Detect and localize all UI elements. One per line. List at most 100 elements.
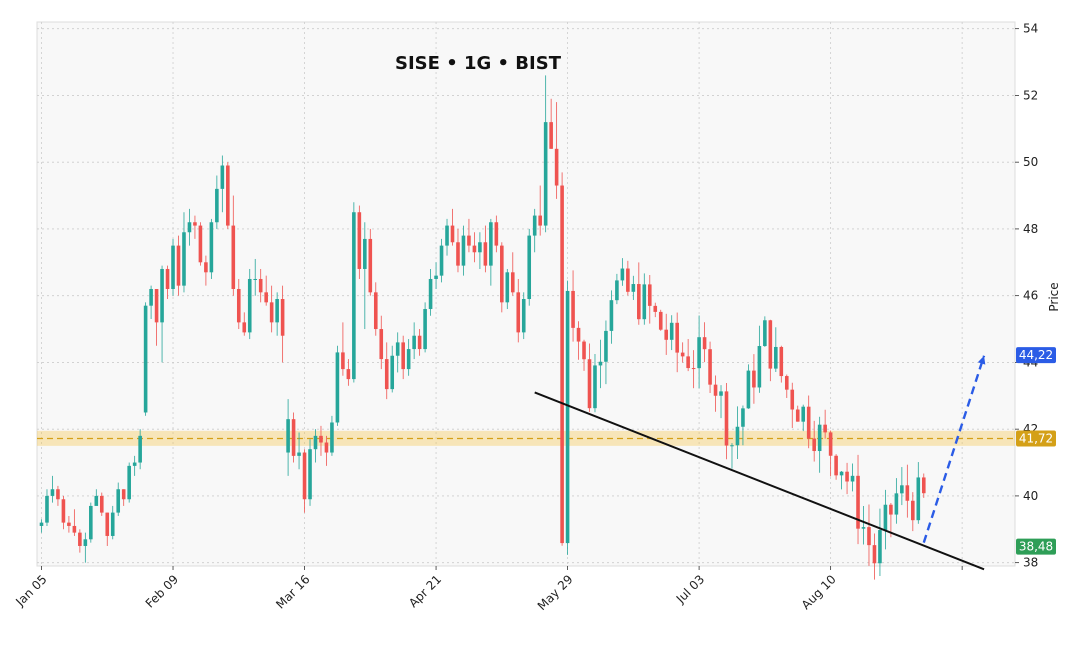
candle-body <box>39 522 44 526</box>
candle-body <box>105 512 110 536</box>
candle-body <box>883 504 888 531</box>
candle-body <box>510 272 515 293</box>
candle-body <box>817 424 822 452</box>
candle-body <box>165 268 170 289</box>
candle-body <box>598 361 603 366</box>
price-badge-label: 41,72 <box>1019 432 1053 446</box>
candle-body <box>247 278 252 333</box>
price-badge <box>1016 538 1056 555</box>
candle-body <box>269 302 274 323</box>
candle-body <box>702 337 707 350</box>
candle-body <box>554 148 559 186</box>
x-tick-label: Jan 05 <box>12 572 49 609</box>
candle-body <box>483 242 488 266</box>
candle-body <box>900 485 904 494</box>
candle-body <box>379 329 384 360</box>
candle-body <box>543 122 548 226</box>
candle-body <box>412 335 416 350</box>
candle-body <box>226 165 230 226</box>
candle-body <box>450 225 455 243</box>
trendline <box>534 391 985 571</box>
candle-body <box>313 435 318 450</box>
candle-body <box>417 335 422 350</box>
candle-body <box>680 352 685 357</box>
price-badge-label: 44,22 <box>1019 348 1053 362</box>
candle-body <box>198 225 203 263</box>
candle-body <box>297 452 301 456</box>
candle-body <box>138 435 142 463</box>
candle-body <box>291 419 296 456</box>
plot-background <box>36 21 1016 567</box>
y-tick-label: 40 <box>1023 489 1038 503</box>
candle-body <box>160 268 164 323</box>
candle-body <box>889 504 893 515</box>
candle-body <box>461 235 466 266</box>
x-tick-label: Feb 09 <box>143 572 181 610</box>
candle-body <box>264 292 268 303</box>
candle-body <box>669 322 674 340</box>
candle-body <box>774 346 778 369</box>
candle-body <box>779 346 784 377</box>
candle-body <box>549 122 553 149</box>
candle-body <box>83 539 88 546</box>
candle-body <box>236 288 241 323</box>
candle-body <box>384 359 389 390</box>
price-badge <box>1016 430 1056 447</box>
candle-body <box>768 320 773 369</box>
candle-body <box>521 299 526 333</box>
candle-body <box>615 280 619 301</box>
candle-body <box>647 284 652 306</box>
candle-body <box>664 329 669 340</box>
candle-body <box>67 522 71 526</box>
candle-body <box>423 309 427 350</box>
candle-body <box>330 422 334 453</box>
candle-body <box>724 391 729 446</box>
candle-body <box>275 299 279 323</box>
candle-body <box>730 445 734 447</box>
candle-body <box>532 215 537 236</box>
candle-body <box>308 449 312 500</box>
candle-body <box>916 477 921 521</box>
candle-body <box>560 185 564 544</box>
candle-body <box>231 225 236 289</box>
candle-body <box>878 530 882 564</box>
candle-body <box>658 311 663 330</box>
candle-body <box>280 299 285 336</box>
candle-body <box>834 455 838 476</box>
candle-body <box>856 475 860 529</box>
candle-body <box>905 485 910 501</box>
annotation-lines <box>534 355 986 571</box>
candle-body <box>861 527 866 529</box>
candle-body <box>467 235 471 246</box>
candle-body <box>61 499 66 523</box>
x-tick-label: Mar 16 <box>273 572 312 611</box>
candle-body <box>719 391 723 396</box>
candle-body <box>78 532 82 546</box>
candle-body <box>697 337 701 369</box>
candle-body <box>489 222 493 266</box>
candle-body <box>642 284 647 320</box>
candle-body <box>132 462 137 466</box>
candle-body <box>478 242 482 253</box>
candle-body <box>653 305 658 312</box>
x-tick-label: Aug 10 <box>799 572 839 612</box>
y-tick-label: 50 <box>1023 155 1038 169</box>
candle-body <box>735 426 740 446</box>
candle-body <box>637 284 641 320</box>
candle-body <box>763 320 767 347</box>
candle-body <box>335 352 340 423</box>
candle-body <box>193 222 197 226</box>
candle-body <box>828 432 833 456</box>
candle-body <box>439 245 444 276</box>
candle-body <box>204 262 208 273</box>
candle-body <box>346 369 351 380</box>
x-tick-label: Apr 21 <box>406 572 444 610</box>
candles <box>39 75 926 580</box>
candle-body <box>368 238 373 293</box>
candle-body <box>593 365 597 409</box>
candle-body <box>94 495 99 506</box>
candle-body <box>911 500 915 521</box>
candle-body <box>127 465 131 500</box>
candle-body <box>445 225 449 246</box>
